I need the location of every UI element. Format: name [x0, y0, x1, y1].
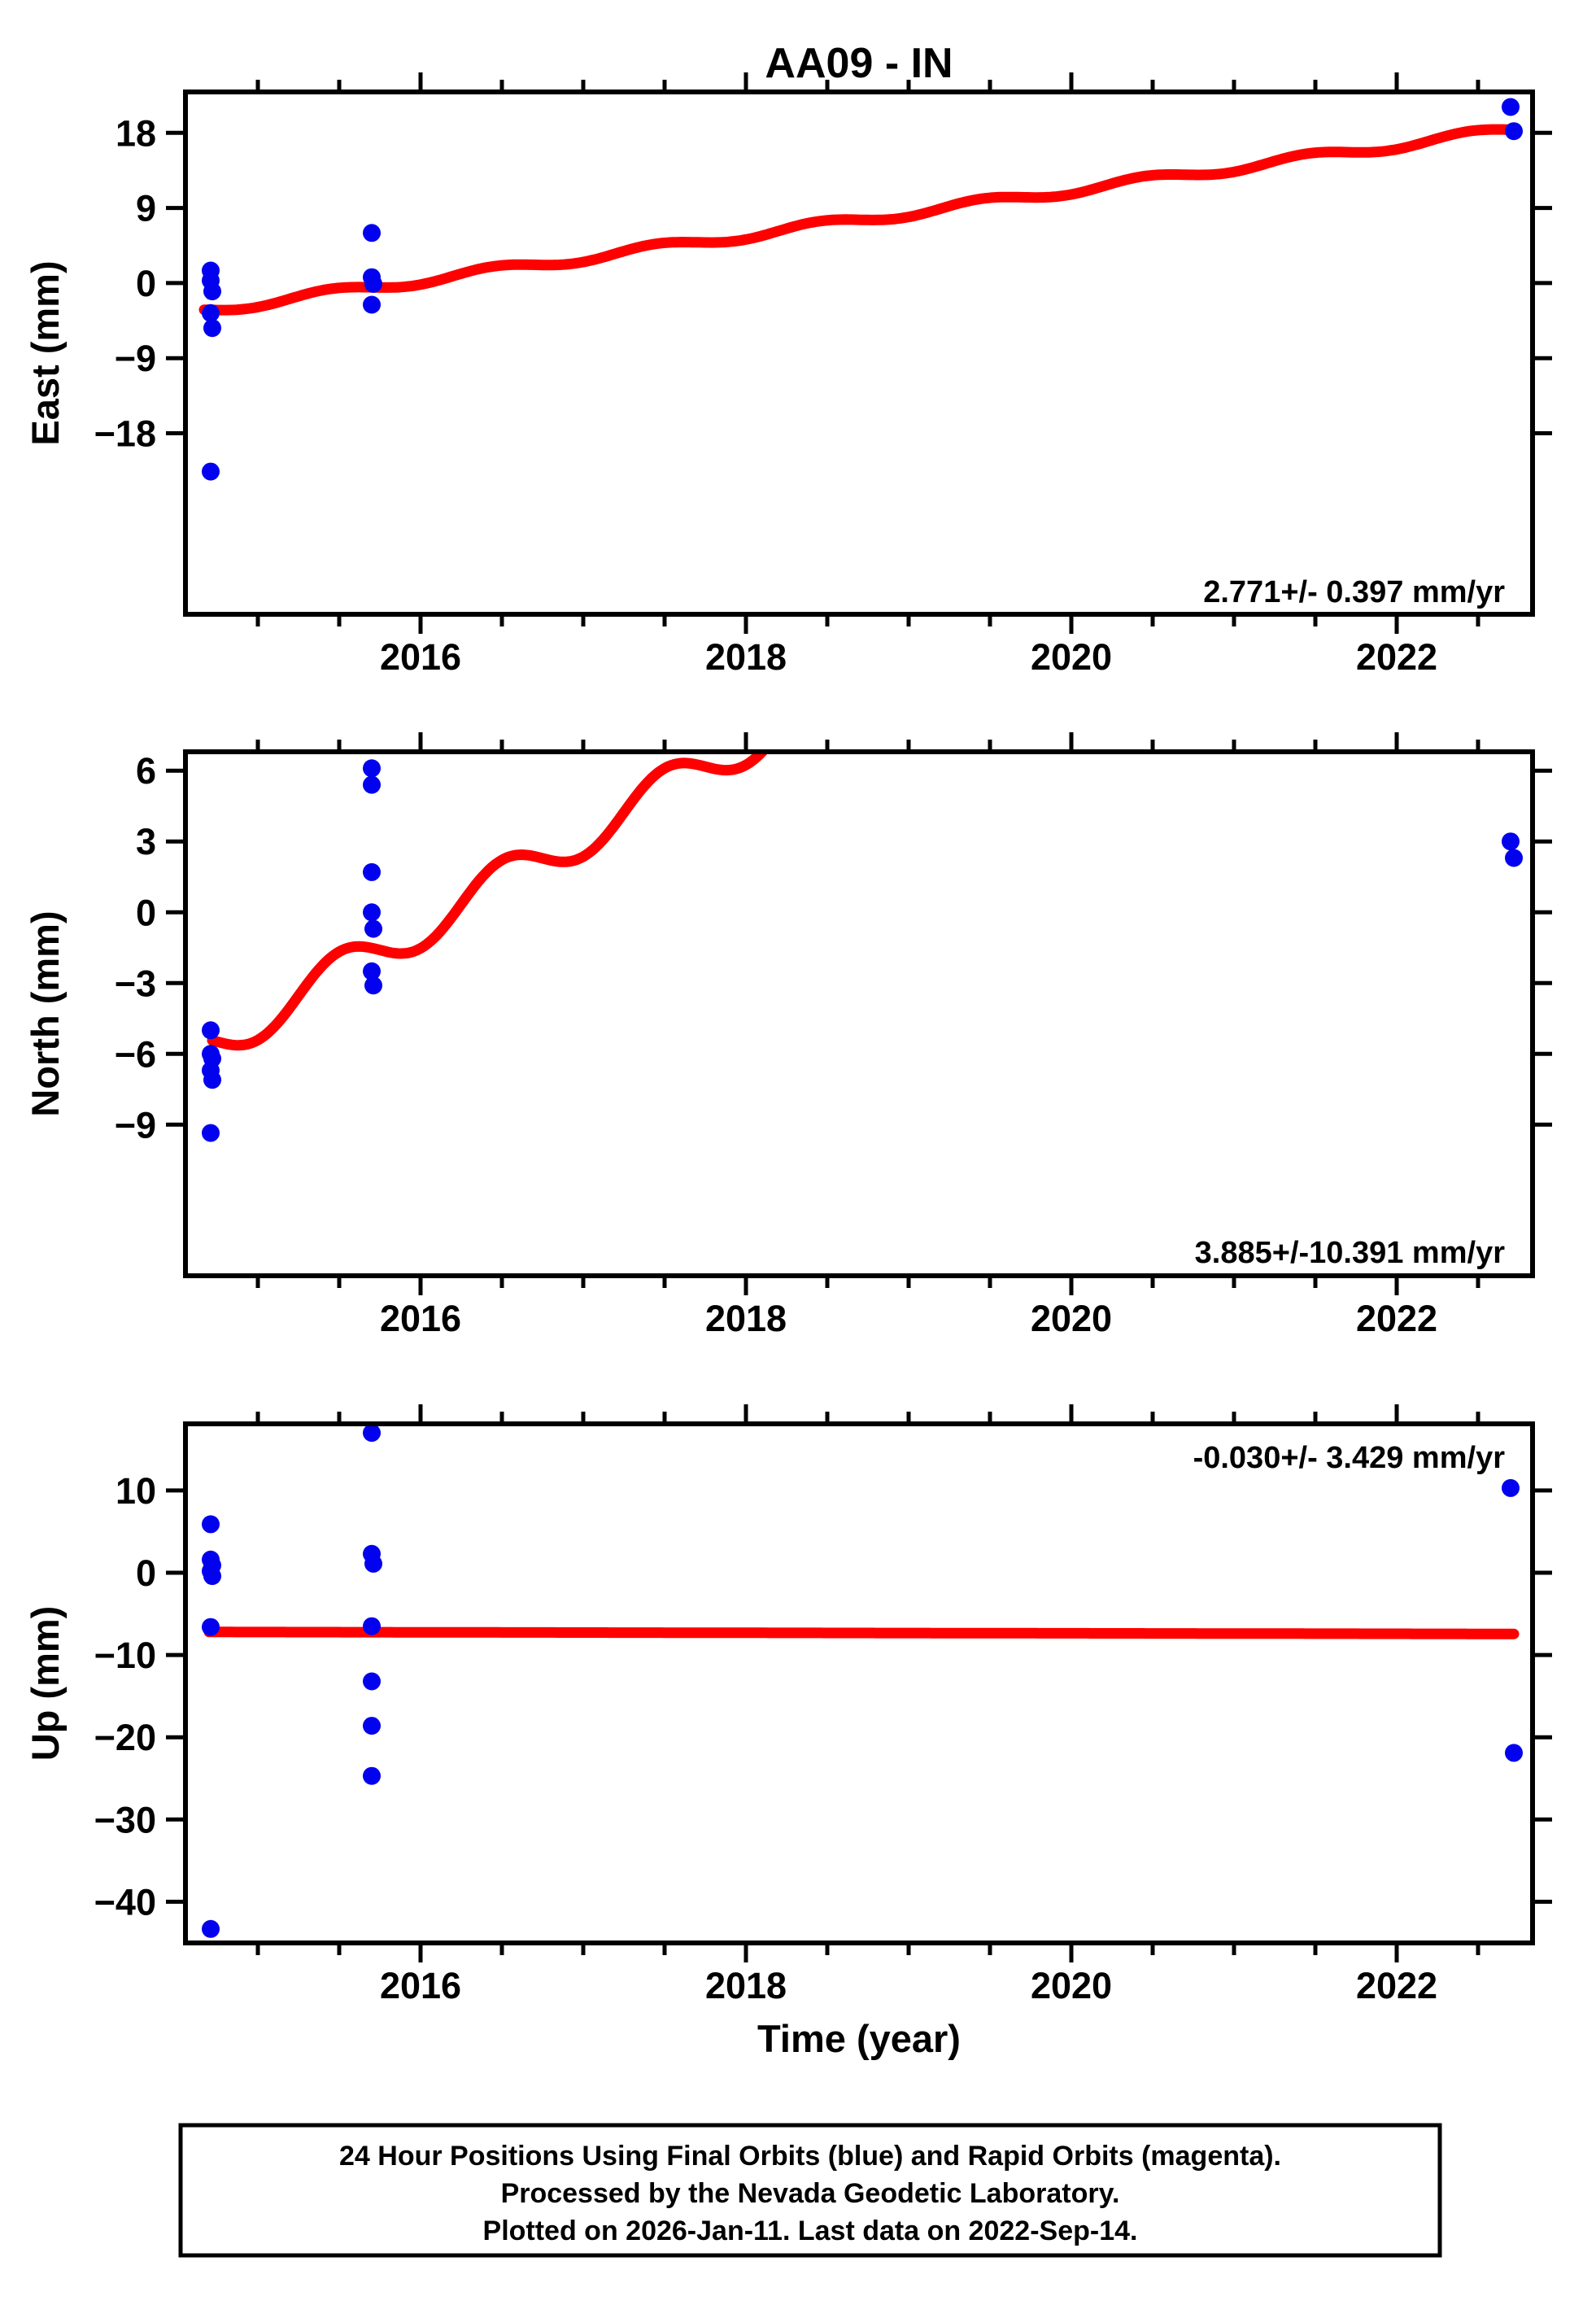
y-tick-label: 0	[136, 263, 156, 304]
x-tick-label: 2016	[380, 636, 461, 678]
east-data-point	[202, 462, 220, 481]
up-trend-line	[203, 1626, 1520, 1639]
x-tick-label: 2020	[1031, 636, 1112, 678]
y-tick-label: −20	[94, 1717, 156, 1758]
caption-box: 24 Hour Positions Using Final Orbits (bl…	[178, 2123, 1442, 2258]
north-data-point	[363, 775, 381, 794]
north-data-point	[364, 919, 382, 938]
north-data-point	[202, 1124, 220, 1142]
y-tick-label: −30	[94, 1799, 156, 1840]
x-tick-label: 2018	[705, 636, 787, 678]
east-data-point	[1505, 122, 1523, 141]
up-axis-title: Up (mm)	[24, 1606, 67, 1761]
north-data-point	[363, 962, 381, 980]
y-tick-label: −18	[94, 413, 156, 455]
up-data-point	[363, 1717, 381, 1735]
up-data-point	[202, 1515, 220, 1534]
east-data-point	[203, 282, 221, 301]
north-data-point	[363, 759, 381, 778]
up-plot-area: 2016 2018 2020 2022 10 0 −10 −20 −30 −40	[94, 1404, 1552, 2006]
up-data-point	[363, 1617, 381, 1635]
y-tick-label: −10	[94, 1635, 156, 1676]
north-frame	[183, 749, 1535, 1278]
north-panel: 2016 2018 2020 2022 6 3 0 −3 −6 −9 North (mm) 3.8…	[24, 732, 1552, 1339]
east-trend-annotation: 2.771+/- 0.397 mm/yr	[1203, 575, 1505, 609]
x-tick-label: 2016	[380, 1965, 461, 2006]
x-tick-label: 2018	[705, 1298, 787, 1339]
east-axis-title: East (mm)	[24, 260, 67, 445]
x-tick-label: 2020	[1031, 1965, 1112, 2006]
x-tick-label: 2016	[380, 1298, 461, 1339]
x-tick-label: 2022	[1356, 636, 1437, 678]
y-tick-label: −40	[94, 1881, 156, 1923]
east-data-point	[203, 319, 221, 338]
up-data-point	[363, 1766, 381, 1785]
east-data-point	[1502, 98, 1520, 116]
up-data-point	[203, 1567, 221, 1586]
y-tick-label: 10	[116, 1470, 156, 1512]
north-data-point	[203, 1071, 221, 1089]
north-data-point	[364, 976, 382, 995]
north-data-point	[202, 1021, 220, 1040]
up-data-point	[363, 1424, 381, 1443]
y-tick-label: 9	[136, 188, 156, 229]
up-data-point	[1502, 1478, 1520, 1497]
east-plot-area: 2016 2018 2020 2022 18 9 0 −9 −18	[94, 72, 1552, 678]
north-trend-annotation: 3.885+/-10.391 mm/yr	[1195, 1236, 1506, 1270]
caption-line-1: 24 Hour Positions Using Final Orbits (bl…	[339, 2141, 1281, 2172]
up-data-point	[202, 1919, 220, 1938]
north-plot-area: 2016 2018 2020 2022 6 3 0 −3 −6 −9	[115, 732, 1552, 1339]
east-data-point	[363, 224, 381, 242]
caption-line-3: Plotted on 2026-Jan-11. Last data on 202…	[483, 2216, 1138, 2246]
x-tick-label: 2022	[1356, 1298, 1437, 1339]
up-data-point	[202, 1617, 220, 1636]
north-data-point	[363, 903, 381, 922]
y-tick-label: −9	[115, 1104, 156, 1146]
up-data-point	[364, 1554, 382, 1573]
caption-line-2: Processed by the Nevada Geodetic Laborat…	[501, 2178, 1120, 2209]
east-trend-line	[198, 124, 1518, 316]
north-axis-title: North (mm)	[24, 910, 67, 1116]
east-frame	[183, 89, 1535, 617]
x-axis-title: Time (year)	[757, 2017, 961, 2060]
page-title: AA09 - IN	[765, 40, 953, 87]
x-tick-label: 2022	[1356, 1965, 1437, 2006]
east-panel: 2016 2018 2020 2022 18 9 0 −9 −18 East (mm) 2.77…	[24, 72, 1552, 678]
y-tick-label: −3	[115, 963, 156, 1004]
north-data-point	[363, 862, 381, 881]
y-tick-label: 0	[136, 1552, 156, 1594]
y-tick-label: 0	[136, 892, 156, 933]
up-trend-annotation: -0.030+/- 3.429 mm/yr	[1193, 1441, 1506, 1475]
up-frame	[183, 1421, 1535, 1945]
north-trend-line	[207, 752, 770, 1051]
y-tick-label: 6	[136, 750, 156, 792]
east-data-point	[202, 303, 220, 322]
north-data-point	[1502, 832, 1520, 851]
y-tick-label: −6	[115, 1033, 156, 1075]
north-data-point	[1505, 849, 1523, 867]
x-tick-label: 2020	[1031, 1298, 1112, 1339]
y-tick-label: 3	[136, 821, 156, 862]
east-data-point	[364, 274, 382, 293]
x-tick-label: 2018	[705, 1965, 787, 2006]
east-data-point	[363, 295, 381, 314]
caption-border	[178, 2123, 1442, 2258]
y-tick-label: −9	[115, 338, 156, 379]
y-tick-label: 18	[116, 112, 156, 154]
up-data-point	[363, 1672, 381, 1691]
up-data-point	[1505, 1744, 1523, 1762]
